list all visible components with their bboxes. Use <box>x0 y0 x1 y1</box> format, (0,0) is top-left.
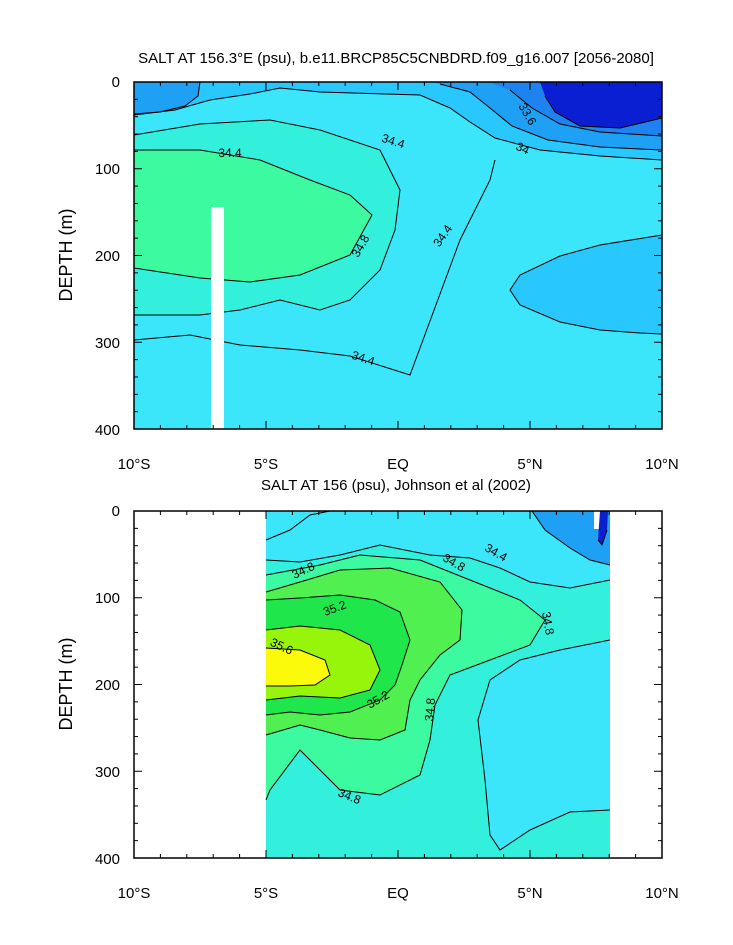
y-tick-label: 300 <box>95 335 120 352</box>
contour-line <box>265 511 331 541</box>
masked-cell <box>594 511 600 529</box>
contour-line <box>477 639 611 851</box>
contour-line <box>134 87 662 161</box>
contour-line <box>509 89 662 137</box>
contour-line <box>544 95 662 129</box>
x-tick-label: EQ <box>387 885 409 902</box>
x-tick-labels: 10°S 5°S EQ 5°N 10°N <box>118 456 679 473</box>
y-tick-label: 200 <box>95 248 120 265</box>
x-tick-label: 10°S <box>118 456 151 473</box>
region-34-4-to-34-6-surface <box>266 511 610 588</box>
region-below-33-6 <box>540 82 662 128</box>
contour-line <box>265 594 411 716</box>
contour-fill <box>266 511 610 858</box>
y-tick-label: 0 <box>112 503 120 520</box>
y-tick-label: 400 <box>95 422 120 439</box>
contour-line <box>265 647 331 687</box>
contour-line <box>531 511 611 566</box>
contour-line <box>265 567 463 741</box>
region-34-2-to-34-4-lens <box>510 235 662 334</box>
observed-salinity-panel: SALT AT 156 (psu), Johnson et al (2002) <box>56 477 679 902</box>
panel-title: SALT AT 156.3°E (psu), b.e11.BRCP85C5CNB… <box>138 50 654 67</box>
axis-ticks <box>133 510 663 859</box>
contour-label: 34.4 <box>380 131 407 152</box>
y-tick-labels: 0 100 200 300 400 <box>95 503 120 868</box>
contour-line <box>265 554 546 801</box>
x-tick-label: 5°S <box>254 456 278 473</box>
contour-line <box>597 529 608 547</box>
x-tick-label: 10°S <box>118 885 151 902</box>
contour-line <box>265 544 611 589</box>
panel-title: SALT AT 156 (psu), Johnson et al (2002) <box>261 477 531 494</box>
region-above-35-6 <box>266 648 330 686</box>
contour-lines <box>265 511 611 851</box>
y-axis-label: DEPTH (m) <box>56 638 76 731</box>
contour-line <box>439 83 662 151</box>
x-tick-label: EQ <box>387 456 409 473</box>
y-tick-label: 400 <box>95 851 120 868</box>
y-axis-label: DEPTH (m) <box>56 209 76 302</box>
region-below-33-6 <box>598 511 608 545</box>
x-tick-label: 10°N <box>645 885 679 902</box>
y-tick-labels: 0 100 200 300 400 <box>95 74 120 439</box>
region-34-0-to-34-4 <box>532 511 610 565</box>
y-tick-label: 100 <box>95 161 120 178</box>
contour-label: 34.4 <box>350 348 377 369</box>
contour-labels: 34.4 34.4 33.6 34 34.8 34.4 34.4 <box>218 100 539 368</box>
x-tick-label: 5°N <box>517 885 542 902</box>
contour-label: 34.8 <box>539 611 557 637</box>
contour-line <box>265 625 381 701</box>
x-tick-labels: 10°S 5°S EQ 5°N 10°N <box>118 885 679 902</box>
masked-column <box>211 207 224 429</box>
contour-label: 34.4 <box>218 146 242 160</box>
contour-line <box>509 234 662 335</box>
x-tick-label: 10°N <box>645 456 679 473</box>
model-salinity-panel: SALT AT 156.3°E (psu), b.e11.BRCP85C5CNB… <box>56 50 679 473</box>
contour-label: 34 <box>514 139 532 157</box>
y-tick-label: 100 <box>95 590 120 607</box>
contour-line <box>134 82 201 115</box>
contour-line <box>134 119 401 316</box>
region-34-8-to-35-0 <box>134 150 372 282</box>
axis-ticks <box>133 81 663 430</box>
contour-line <box>134 149 373 283</box>
x-tick-label: 5°N <box>517 456 542 473</box>
y-tick-label: 300 <box>95 764 120 781</box>
x-tick-label: 5°S <box>254 885 278 902</box>
contour-label: 34.8 <box>422 697 438 722</box>
region-34-4-to-34-6-lens <box>478 640 610 850</box>
y-tick-label: 0 <box>112 74 120 91</box>
y-tick-label: 200 <box>95 677 120 694</box>
